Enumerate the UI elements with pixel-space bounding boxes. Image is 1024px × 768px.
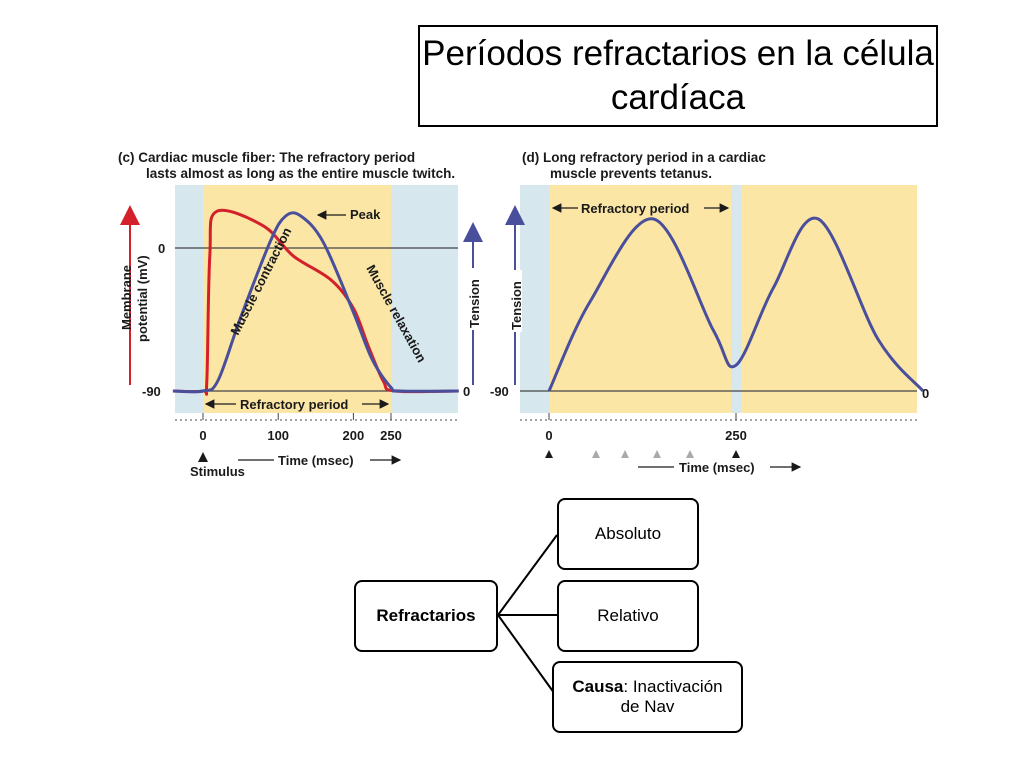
panel-c-heading-line1: (c) Cardiac muscle fiber: The refractory… [118, 150, 415, 165]
concept-map-connectors [497, 534, 558, 698]
panel-c-y-right-label: Tension [467, 279, 482, 328]
panel-c-tick-y-right-0: 0 [463, 384, 470, 399]
panel-c-tension-curve [172, 211, 459, 394]
concept-node-relativo: Relativo [557, 580, 699, 652]
panel-d-x-tick-label: 250 [725, 428, 747, 443]
panel-d-stimulus-marker [545, 450, 553, 458]
panel-d-stimulus-marker [653, 450, 661, 458]
panel-c-stimulus-marker [198, 452, 208, 462]
panel-c-x-tick-label: 200 [343, 428, 365, 443]
panel-c-right-axis-gap [466, 268, 480, 330]
panel-d-refractory-zone-1 [549, 185, 731, 413]
panel-d-tension-curve [547, 216, 925, 393]
concept-node-causa: Causa: Inactivación de Nav [552, 661, 743, 733]
panel-d-refractory-label: Refractory period [581, 201, 689, 216]
panel-d-heading-line1: (d) Long refractory period in a cardiac [522, 150, 766, 165]
concept-node-absoluto-label: Absoluto [594, 524, 662, 543]
panel-d-x-tick-label: 0 [545, 428, 552, 443]
concept-node-causa-label: Causa: Inactivación de Nav [572, 677, 723, 716]
panel-d-refractory-zone-2 [741, 185, 917, 413]
panel-c-y-left-label-1: Membrane [119, 265, 134, 330]
connector-absoluto [497, 534, 558, 616]
concept-node-absoluto: Absoluto [557, 498, 699, 570]
concept-root-refractarios: Refractarios [354, 580, 498, 652]
connector-causa [497, 614, 558, 698]
panel-c-refractory-zone [203, 185, 391, 413]
panel-d-stimulus-marker [686, 450, 694, 458]
panel-c-x-tick-label: 250 [380, 428, 402, 443]
panel-d-tick-y-neg90: -90 [490, 384, 509, 399]
panel-c-x-label: Time (msec) [278, 453, 354, 468]
panel-d-left-axis-gap [508, 270, 522, 332]
concept-root-label: Refractarios [376, 606, 476, 625]
panel-c-x-tick-label: 0 [199, 428, 206, 443]
concept-node-relativo-label: Relativo [597, 606, 659, 625]
panel-d-y-left-label: Tension [509, 281, 524, 330]
slide-title-text: Períodos refractarios en la célula cardí… [422, 34, 934, 117]
panel-d-stimulus-markers [545, 450, 740, 458]
panel-c-y-left-label-2: potential (mV) [135, 255, 150, 342]
panel-d-stimulus-marker [732, 450, 740, 458]
panel-c-x-ticks: 0 100 200 250 [199, 413, 402, 443]
slide-title: Períodos refractarios en la célula cardí… [418, 25, 938, 127]
panel-c-refractory-label: Refractory period [240, 397, 348, 412]
panel-c-peak-label: Peak [350, 207, 381, 222]
panel-d-stimulus-marker [621, 450, 629, 458]
panel-d-x-label: Time (msec) [679, 460, 755, 475]
panel-d-stimulus-marker [592, 450, 600, 458]
panel-d-tick-y-right-0: 0 [922, 386, 929, 401]
panel-c-action-potential-curve [172, 208, 459, 396]
panel-c-tick-y-neg90: -90 [142, 384, 161, 399]
panel-c-x-tick-label: 100 [267, 428, 289, 443]
panel-c-stimulus-label: Stimulus [190, 464, 245, 479]
panel-d-x-ticks: 0 250 [545, 413, 747, 443]
panel-d-heading-line2: muscle prevents tetanus. [550, 166, 712, 181]
panel-c-heading-line2: lasts almost as long as the entire muscl… [146, 166, 455, 181]
panel-c-tick-y-0: 0 [158, 241, 165, 256]
